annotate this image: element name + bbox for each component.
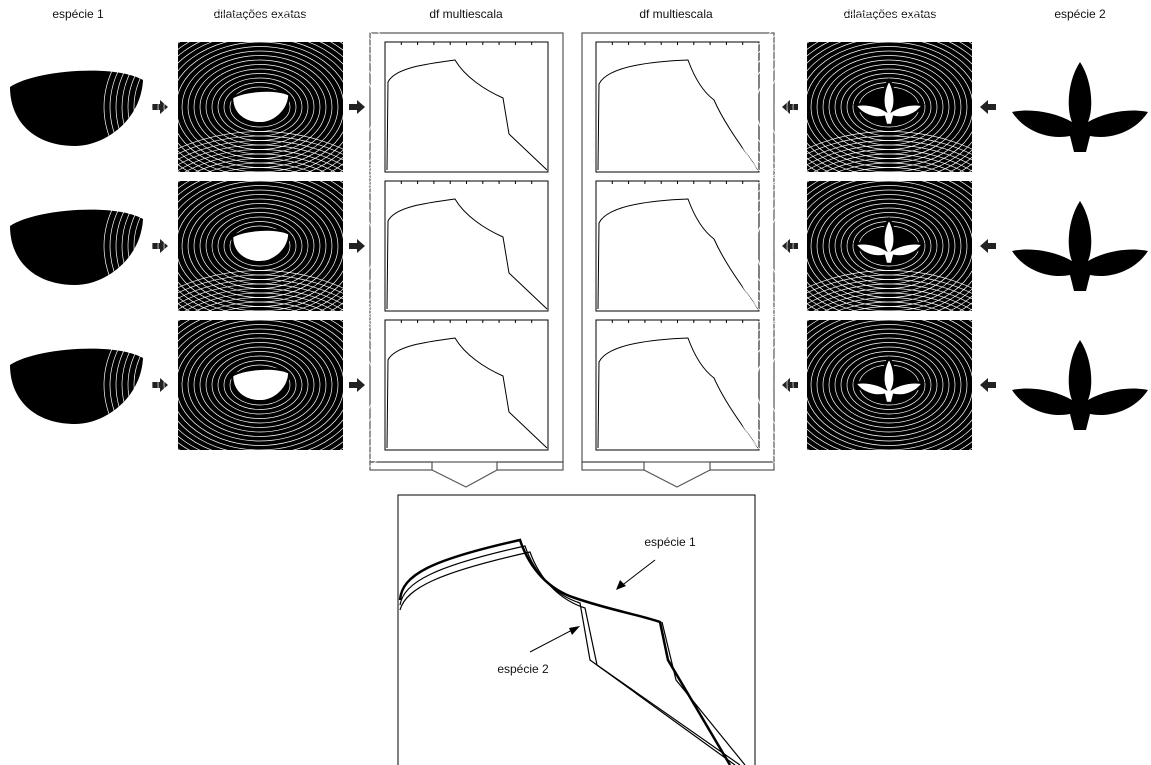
funnel-part <box>710 462 774 470</box>
plot-frame <box>596 42 759 172</box>
arrow <box>980 239 996 253</box>
arrow-head <box>569 626 580 635</box>
df-plot <box>385 320 548 450</box>
plot-frame <box>596 320 759 450</box>
arrow <box>349 100 365 114</box>
plot-frame <box>385 42 548 172</box>
figure: espécie 1 dilatações exatas df multiesca… <box>0 0 1151 765</box>
df-plot <box>385 42 548 172</box>
arrow <box>980 378 996 392</box>
header: df multiescala <box>429 7 503 21</box>
curve <box>400 546 735 765</box>
header: espécie 2 <box>1054 7 1106 21</box>
df-plot <box>596 181 759 311</box>
annotation-arrow <box>620 560 655 587</box>
species-shape <box>10 349 143 424</box>
header: espécie 1 <box>52 7 104 21</box>
annotation: espécie 1 <box>644 535 696 549</box>
species-shape <box>10 210 143 285</box>
combined-plot: espécie 1 espécie 2 <box>398 495 755 765</box>
plot-frame <box>596 181 759 311</box>
arrow <box>152 239 168 253</box>
plot-frame <box>385 181 548 311</box>
curve <box>662 622 745 765</box>
arrow <box>782 239 798 253</box>
curve <box>400 552 740 765</box>
header: dilatações exatas <box>214 7 307 21</box>
header: df multiescala <box>639 7 713 21</box>
arrow <box>782 378 798 392</box>
funnel-part <box>582 462 644 470</box>
arrow <box>152 100 168 114</box>
plot-frame <box>385 320 548 450</box>
arrow <box>349 378 365 392</box>
species-shape <box>10 71 143 146</box>
annotation-arrow <box>530 628 576 652</box>
plot-frame <box>398 495 755 765</box>
funnel <box>644 470 710 487</box>
funnel <box>432 470 497 487</box>
funnel-part <box>497 462 563 470</box>
df-plot <box>385 181 548 311</box>
arrow <box>152 378 168 392</box>
arrow <box>782 100 798 114</box>
curves <box>400 540 745 765</box>
annotation: espécie 2 <box>497 662 549 676</box>
df-plot <box>596 42 759 172</box>
arrow <box>980 100 996 114</box>
arrow-head <box>616 580 626 590</box>
arrow <box>349 239 365 253</box>
df-plot <box>596 320 759 450</box>
funnel-part <box>370 462 432 470</box>
page: {"headers": ["espécie 1", "dilatações ex… <box>0 0 1151 765</box>
